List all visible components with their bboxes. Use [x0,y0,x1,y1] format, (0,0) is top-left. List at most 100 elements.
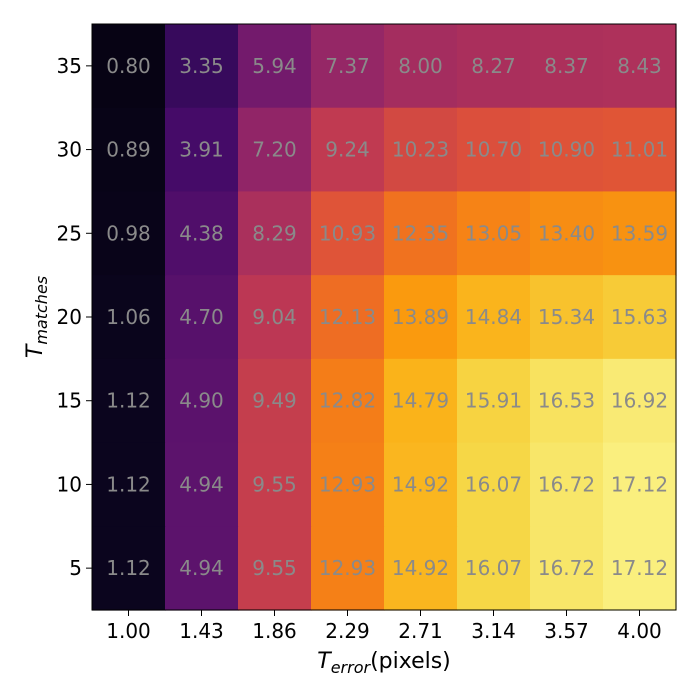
heatmap-cell [238,24,312,109]
x-axis-title-sub: error [331,658,372,677]
heatmap-cell-label: 15.91 [465,389,522,413]
heatmap-cell-label: 1.12 [106,472,151,496]
heatmap-cell [92,526,166,611]
heatmap-cell-label: 3.35 [179,54,224,78]
heatmap-cell [384,107,458,193]
y-axis-title-main: T [23,343,48,358]
x-tick-label: 4.00 [617,619,662,643]
heatmap-cell-label: 16.72 [538,556,595,580]
heatmap-cell-label: 16.07 [465,556,522,580]
heatmap-cell [238,275,312,360]
heatmap-cell [238,107,312,193]
heatmap-cell [165,24,239,109]
heatmap-cell [384,526,458,611]
heatmap-cell [457,358,531,444]
heatmap-cell-label: 15.34 [538,305,595,329]
heatmap-cell [603,442,677,527]
heatmap-cell-label: 8.29 [252,221,297,245]
x-tick-label: 2.29 [325,619,370,643]
heatmap-cell [384,358,458,444]
heatmap-cell [311,107,385,193]
heatmap-cell-label: 13.89 [392,305,449,329]
heatmap-cell-label: 5.94 [252,54,297,78]
y-axis-title: Tmatches [23,276,51,358]
heatmap-cell [92,191,166,276]
heatmap-cell-label: 0.89 [106,138,151,162]
x-tick-label: 1.86 [252,619,297,643]
heatmap-cell [92,442,166,527]
y-axis-title-sub: matches [32,276,51,345]
heatmap-cell [530,442,604,527]
heatmap-cell-label: 10.70 [465,138,522,162]
heatmap-cell [530,107,604,193]
x-tick-label: 1.00 [106,619,151,643]
heatmap-cells [92,24,677,611]
heatmap-cell-label: 12.13 [319,305,376,329]
heatmap-cell [311,275,385,360]
heatmap-cell-label: 12.93 [319,556,376,580]
heatmap-cell [165,358,239,444]
y-tick-label: 20 [57,305,82,329]
heatmap-cell-label: 0.98 [106,221,151,245]
heatmap-cell-label: 17.12 [611,472,668,496]
heatmap-cell [165,191,239,276]
heatmap-cell [92,107,166,193]
heatmap-cell-label: 8.00 [398,54,443,78]
heatmap-cell [384,191,458,276]
heatmap-cell [457,526,531,611]
heatmap-cell-label: 11.01 [611,138,668,162]
heatmap-cell [165,275,239,360]
x-tick-label: 3.57 [544,619,589,643]
heatmap-cell [457,191,531,276]
heatmap-cell [603,358,677,444]
heatmap-cell [603,24,677,109]
heatmap-cell [311,442,385,527]
heatmap-cell-label: 4.38 [179,221,224,245]
heatmap-cell [311,526,385,611]
x-axis-title-suffix: (pixels) [370,649,451,674]
heatmap-cell [603,191,677,276]
heatmap-cell-label: 9.55 [252,472,297,496]
heatmap-cell-labels: 0.80 3.35 5.94 7.37 8.00 8.27 8.37 8.43 0.89 3.91… [106,54,668,580]
heatmap-cell [457,442,531,527]
heatmap-cell [311,191,385,276]
heatmap-cell-label: 13.05 [465,221,522,245]
y-tick-label: 15 [57,389,82,413]
heatmap-cell [238,526,312,611]
heatmap-cell-label: 4.94 [179,472,224,496]
heatmap-cell [311,358,385,444]
heatmap-cell-label: 13.59 [611,221,668,245]
heatmap-cell [384,442,458,527]
heatmap-cell-label: 12.93 [319,472,376,496]
heatmap-cell-label: 8.37 [544,54,589,78]
heatmap-cell [457,275,531,360]
heatmap-cell-label: 10.90 [538,138,595,162]
heatmap-cell-label: 16.92 [611,389,668,413]
heatmap-cell-label: 1.06 [106,305,151,329]
y-tick-label: 25 [57,221,82,245]
x-tick-label: 3.14 [471,619,516,643]
heatmap-cell-label: 14.92 [392,556,449,580]
heatmap-cell [530,358,604,444]
heatmap-cell [603,107,677,193]
heatmap-cell-label: 10.23 [392,138,449,162]
heatmap-cell-label: 16.07 [465,472,522,496]
heatmap-cell-label: 14.92 [392,472,449,496]
y-axis-ticks: 35 30 25 20 15 10 5 [57,54,92,580]
heatmap-cell-label: 7.20 [252,138,297,162]
heatmap-cell-label: 14.79 [392,389,449,413]
y-tick-label: 10 [57,472,82,496]
heatmap-cell-label: 17.12 [611,556,668,580]
heatmap-cell-label: 15.63 [611,305,668,329]
heatmap-cell [603,526,677,611]
heatmap-cell-label: 9.04 [252,305,297,329]
heatmap-cell-label: 4.70 [179,305,224,329]
heatmap-cell-label: 8.27 [471,54,516,78]
heatmap-cell-label: 12.82 [319,389,376,413]
heatmap-cell [457,24,531,109]
heatmap-cell [238,358,312,444]
x-axis-title-main: T [317,649,332,674]
x-axis-title: Terror(pixels) [317,649,451,677]
heatmap-cell-label: 9.49 [252,389,297,413]
